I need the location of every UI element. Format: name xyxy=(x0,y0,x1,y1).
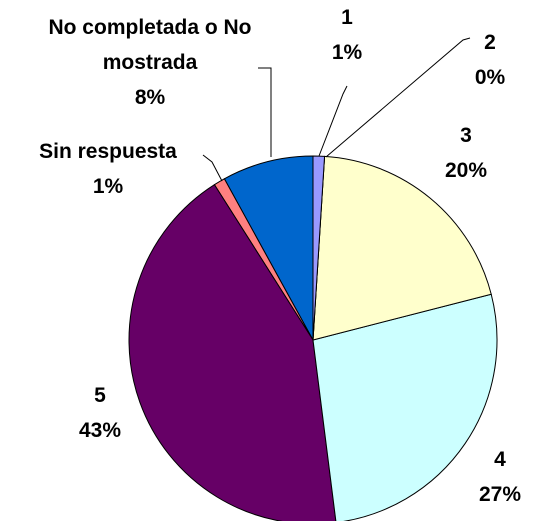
pie-slice xyxy=(223,155,314,341)
leader-line xyxy=(318,85,348,157)
percent-label: 20% xyxy=(444,159,488,182)
category-label: 3 xyxy=(460,124,472,147)
category-label: 4 xyxy=(494,448,506,471)
percent-label: 0% xyxy=(474,66,506,89)
slice-label: 1 1% xyxy=(317,0,377,70)
pie-slice xyxy=(312,155,326,341)
category-label: 2 xyxy=(484,31,496,54)
slice-label: Sin respuesta 1% xyxy=(8,134,208,204)
leader-line xyxy=(325,37,471,158)
slice-label: 2 0% xyxy=(460,25,520,95)
slice-label: 4 27% xyxy=(460,442,533,512)
leader-lines xyxy=(202,37,471,182)
category-label: 5 xyxy=(94,384,106,407)
percent-label: 1% xyxy=(92,175,124,198)
percent-label: 8% xyxy=(134,86,166,109)
category-label: 1 xyxy=(341,6,353,29)
leader-line xyxy=(202,154,223,182)
slice-label: 3 20% xyxy=(426,118,506,188)
slice-label: No completada o No mostrada 8% xyxy=(35,10,265,115)
pie-slice xyxy=(312,293,498,521)
percent-label: 27% xyxy=(478,483,522,506)
category-label: Sin respuesta xyxy=(39,140,177,163)
slice-label: 5 43% xyxy=(60,378,140,448)
percent-label: 1% xyxy=(331,41,363,64)
leader-line xyxy=(258,67,272,157)
pie-slice xyxy=(128,183,337,521)
pie-slice xyxy=(312,155,492,341)
category-label: No completada o No mostrada xyxy=(48,16,252,74)
percent-label: 43% xyxy=(78,419,122,442)
